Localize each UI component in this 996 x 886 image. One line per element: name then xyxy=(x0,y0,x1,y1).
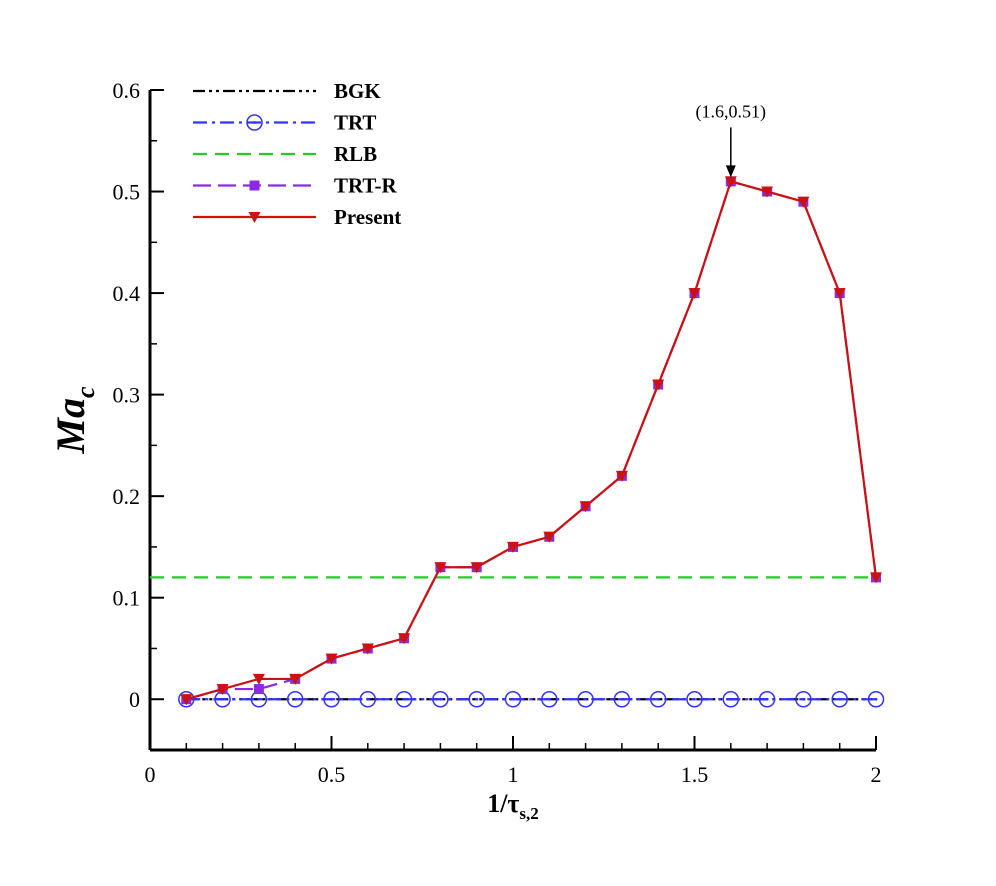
circle-marker xyxy=(286,690,304,708)
circle-marker-dot xyxy=(257,697,261,701)
y-tick-label: 0.3 xyxy=(113,383,141,408)
annotation-label: (1.6,0.51) xyxy=(696,101,767,122)
circle-marker xyxy=(323,690,340,708)
legend-label: Present xyxy=(334,205,401,229)
triangle-marker xyxy=(216,684,229,696)
legend-item-present: Present xyxy=(193,205,401,229)
circle-marker xyxy=(795,690,812,708)
triangle-marker xyxy=(870,572,882,584)
circle-marker-dot xyxy=(802,697,805,701)
circle-marker xyxy=(504,690,522,708)
circle-marker xyxy=(686,690,703,708)
series-present xyxy=(180,176,882,706)
y-tick-label: 0.4 xyxy=(113,281,141,306)
annotation-layer: (1.6,0.51) xyxy=(696,101,767,178)
legend-label: TRT-R xyxy=(334,174,398,198)
square-marker xyxy=(249,180,260,191)
triangle-marker xyxy=(434,562,447,574)
triangle-marker xyxy=(248,212,261,223)
circle-marker-dot xyxy=(874,697,878,701)
legend-item-bgk: BGK xyxy=(193,79,381,103)
circle-marker xyxy=(432,690,449,708)
circle-marker xyxy=(178,690,195,708)
y-tick-label: 0.6 xyxy=(113,78,141,103)
circle-marker-dot xyxy=(439,697,442,701)
triangle-marker xyxy=(797,196,810,208)
circle-marker-dot xyxy=(693,697,696,701)
axes: 0 0.5 1 1.5 2 0 0.1 0.2 0.3 0.4 0.5 0.6 xyxy=(113,78,882,787)
circle-marker-dot xyxy=(584,697,587,701)
triangle-marker xyxy=(507,541,519,553)
circle-marker xyxy=(613,690,631,708)
circle-marker xyxy=(395,690,413,708)
axis-titles: 1/τs,2 Mac xyxy=(48,386,539,823)
x-axis-title: 1/τs,2 xyxy=(487,789,539,823)
x-tick-label: 2 xyxy=(871,762,882,787)
annotation-arrow-head xyxy=(725,165,736,178)
legend-item-trt-r: TRT-R xyxy=(193,174,398,198)
circle-marker xyxy=(831,690,848,708)
series-trt xyxy=(178,690,885,708)
y-tick-label: 0.2 xyxy=(113,484,141,509)
legend-item-trt: TRT xyxy=(193,111,376,135)
circle-marker-dot xyxy=(838,697,842,701)
circle-marker-dot xyxy=(729,697,733,701)
y-axis-title: Mac xyxy=(48,386,100,455)
circle-marker-dot xyxy=(253,121,256,124)
circle-marker xyxy=(722,690,740,708)
x-tick-label: 0 xyxy=(145,762,156,787)
series-line xyxy=(186,180,878,701)
legend: BGK TRT RLB TRT-R Present xyxy=(193,79,401,229)
triangle-marker xyxy=(688,288,701,300)
y-tick-label: 0 xyxy=(129,687,140,712)
circle-marker xyxy=(649,690,667,708)
circle-marker-dot xyxy=(221,697,225,701)
triangle-marker xyxy=(180,694,193,706)
circle-marker-dot xyxy=(620,697,624,701)
legend-label: BGK xyxy=(334,79,381,103)
circle-marker xyxy=(359,690,377,708)
triangle-marker xyxy=(833,288,846,300)
triangle-marker xyxy=(724,176,737,188)
circle-marker-dot xyxy=(511,697,515,701)
circle-marker xyxy=(541,690,558,708)
circle-marker-dot xyxy=(475,697,479,701)
series-trt-r xyxy=(181,176,881,705)
triangle-marker xyxy=(325,653,338,665)
circle-marker-dot xyxy=(402,697,406,701)
x-tick-label: 1 xyxy=(508,762,519,787)
circle-marker xyxy=(758,690,776,708)
square-marker xyxy=(253,684,264,695)
triangle-marker xyxy=(761,186,774,198)
triangle-marker xyxy=(579,501,592,513)
triangle-marker xyxy=(470,562,483,574)
circle-marker-dot xyxy=(765,697,769,701)
triangle-marker xyxy=(398,633,411,645)
triangle-marker xyxy=(652,379,665,391)
triangle-marker xyxy=(289,673,302,685)
legend-label: RLB xyxy=(334,142,377,166)
triangle-marker xyxy=(543,531,556,543)
series-layer xyxy=(150,176,885,708)
circle-marker-dot xyxy=(366,697,370,701)
circle-marker xyxy=(468,690,485,708)
circle-marker xyxy=(577,690,594,708)
x-tick-label: 1.5 xyxy=(681,762,709,787)
triangle-marker xyxy=(252,673,265,685)
circle-marker xyxy=(246,114,263,131)
circle-marker xyxy=(867,690,885,708)
triangle-marker xyxy=(361,643,374,655)
circle-marker-dot xyxy=(330,697,333,701)
y-tick-label: 0.1 xyxy=(113,586,141,611)
circle-marker-dot xyxy=(293,697,297,701)
legend-item-rlb: RLB xyxy=(193,142,377,166)
circle-marker-dot xyxy=(656,697,660,701)
series-line xyxy=(186,180,878,701)
y-tick-label: 0.5 xyxy=(113,180,141,205)
circle-marker-dot xyxy=(547,697,551,701)
legend-label: TRT xyxy=(334,111,376,135)
x-tick-label: 0.5 xyxy=(318,762,346,787)
triangle-marker xyxy=(615,470,628,482)
